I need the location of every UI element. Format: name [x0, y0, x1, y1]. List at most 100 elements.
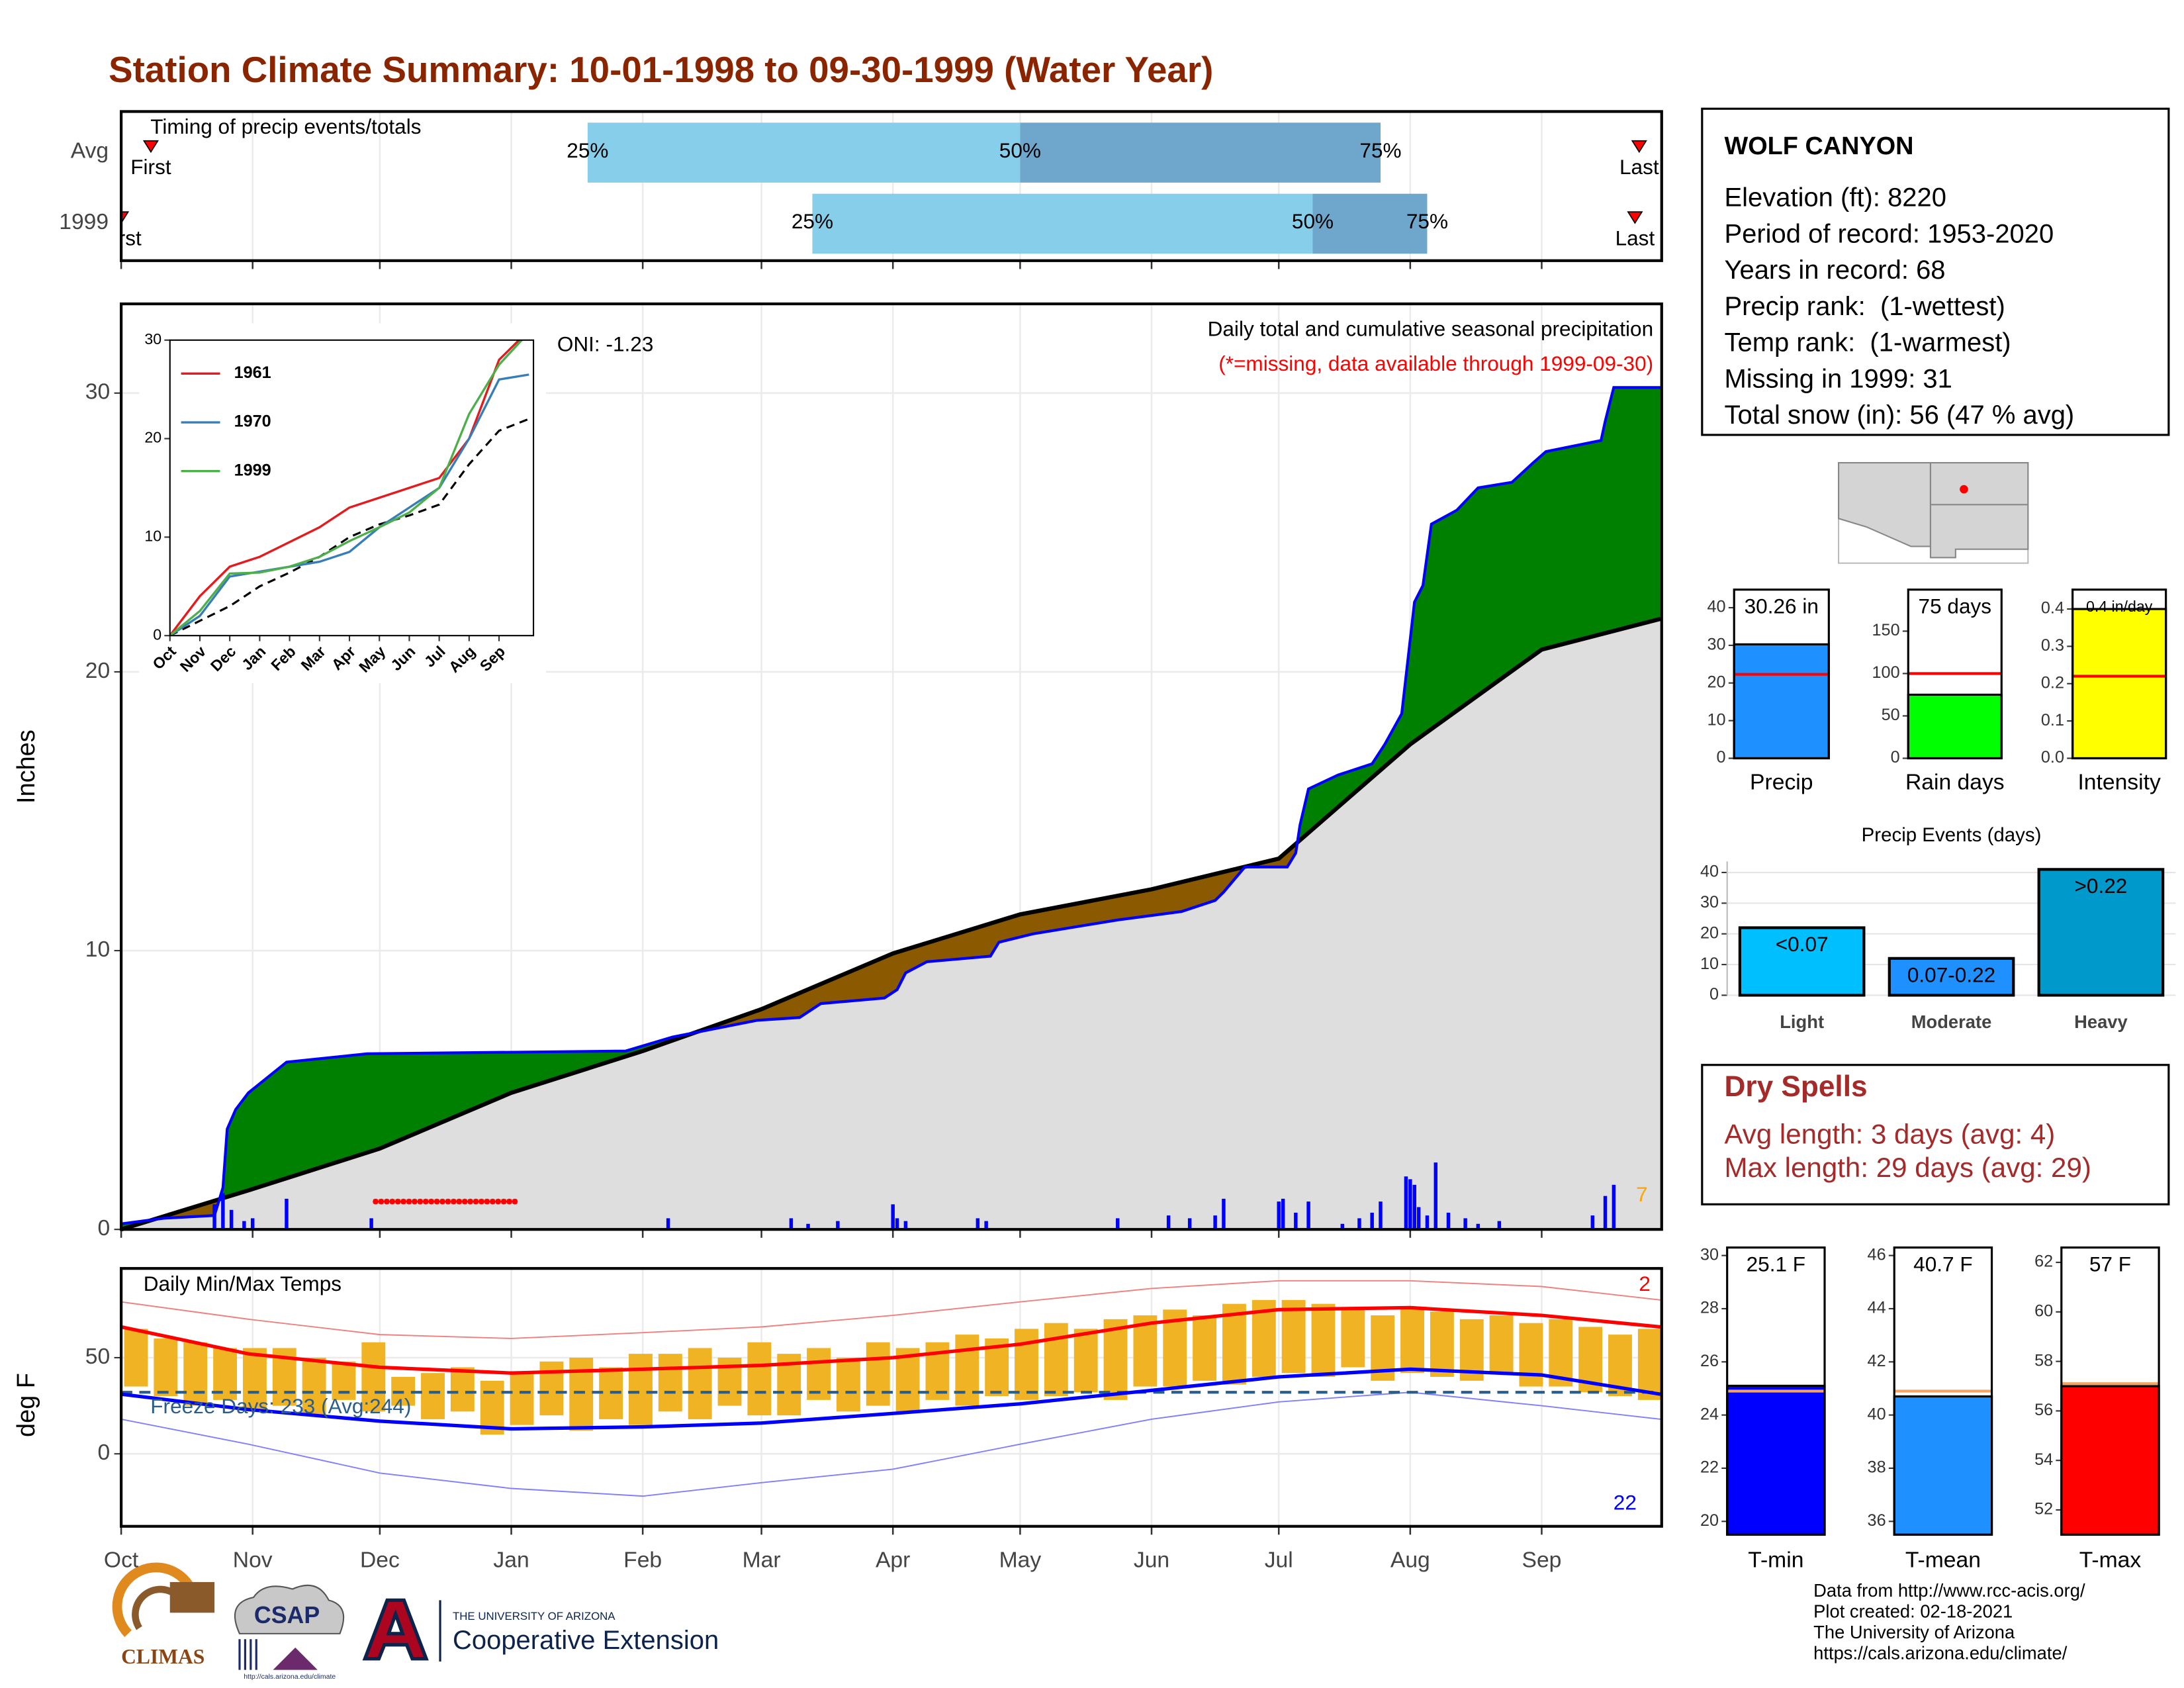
y-tick-label: 30 [144, 330, 161, 348]
y-tick-label: 0 [98, 1440, 111, 1465]
bar [1888, 957, 2015, 997]
gauge-bar [1726, 1384, 1826, 1536]
daily-bar [1603, 1196, 1608, 1230]
quartile-label: 50% [1292, 209, 1334, 233]
inset-frame [169, 339, 535, 637]
panel-frame [1733, 588, 1830, 760]
station-name: WOLF CANYON [1724, 132, 1913, 160]
y-tick-label: 38 [1868, 1458, 1886, 1477]
daily-bar [369, 1218, 373, 1230]
x-tick-label: Oct [104, 1548, 139, 1572]
avg-max-line [120, 1305, 1661, 1375]
y-tick-label: 0 [1709, 985, 1719, 1004]
gauge-bar [1733, 643, 1830, 760]
value-label: 75 days [1919, 594, 1992, 618]
freeze-annotation: Freeze Days: 233 (Avg:244) [150, 1394, 411, 1418]
y-tick-label: 30 [1707, 635, 1726, 654]
temp-range-bar [124, 1329, 148, 1387]
info-line: Missing in 1999: 31 [1724, 364, 1952, 393]
temp-range-bar [510, 1371, 534, 1425]
daily-bar [1357, 1218, 1361, 1230]
panel-title: Timing of precip events/totals [150, 115, 421, 138]
bar-label: <0.07 [1776, 932, 1829, 956]
quartile-label: 75% [1359, 138, 1401, 162]
csap-url: http://cals.arizona.edu/climate [244, 1673, 336, 1681]
daily-bar [1408, 1179, 1412, 1230]
avg-min-line [120, 1367, 1661, 1431]
x-tick-label: Feb [623, 1548, 662, 1572]
panel-frame [119, 1267, 1663, 1528]
daily-bar [242, 1221, 246, 1230]
bar-label: >0.22 [2074, 874, 2127, 898]
panel-frame [1893, 1246, 1993, 1536]
y-tick-label: 150 [1872, 621, 1900, 639]
gauge-bar [1893, 1395, 1993, 1536]
quartile-label: 75% [1406, 209, 1448, 233]
x-tick-label: Apr [876, 1548, 910, 1572]
average-line [169, 418, 529, 636]
x-tick-label: Jun [1134, 1548, 1169, 1572]
info-line: Total snow (in): 56 (47 % avg) [1724, 400, 2074, 430]
x-tick-label: Moderate [1911, 1011, 1992, 1032]
temp-range-bar [747, 1342, 772, 1416]
footer-logos: CLIMAS CSAP http://cals.arizona.edu/clim… [112, 1562, 719, 1681]
panel-subtitle: (*=missing, data available through 1999-… [1218, 352, 1653, 375]
temp-range-bar [1015, 1329, 1038, 1400]
info-line: Elevation (ft): 8220 [1724, 183, 1946, 212]
quartile-label: 25% [567, 138, 608, 162]
count-label: 7 [1636, 1182, 1648, 1206]
credit: Data from http://www.rcc-acis.org/ [1813, 1580, 2085, 1601]
record-max-line [120, 1280, 1661, 1339]
legend-label: 1999 [234, 461, 271, 479]
value-label: 30.26 in [1745, 594, 1819, 618]
event-marker [142, 140, 159, 154]
map-state [1929, 462, 2029, 559]
panel-frame [2060, 1246, 2160, 1536]
y-tick-label: 60 [2034, 1301, 2053, 1320]
series-line [169, 373, 529, 636]
y-tick-label: 36 [1868, 1511, 1886, 1530]
y-tick-label: 10 [1707, 710, 1726, 729]
early-half-bar [812, 193, 1313, 254]
daily-bar [836, 1221, 840, 1230]
info-line: Years in record: 68 [1724, 256, 1945, 285]
temp-range-bar [302, 1357, 326, 1416]
info-line: Precip rank: (1-wettest) [1724, 292, 2005, 321]
temp-range-bar [242, 1348, 267, 1412]
gauge-bar [2071, 608, 2167, 760]
temp-range-bar [569, 1357, 594, 1431]
event-label: Last [1615, 226, 1655, 250]
daily-bar [1612, 1184, 1616, 1230]
temp-range-bar [1637, 1329, 1662, 1400]
y-tick-label: 50 [1882, 706, 1900, 724]
missing-markers [373, 1198, 518, 1205]
x-tick-label: May [999, 1548, 1042, 1572]
gauge-label: Rain days [1905, 770, 2005, 794]
oni-annotation: ONI: -1.23 [557, 332, 654, 356]
temp-range-bar [1281, 1299, 1306, 1374]
temp-range-bar [1222, 1303, 1246, 1385]
temp-range-bar [629, 1354, 653, 1425]
y-tick-label: 10 [85, 937, 110, 962]
y-tick-label: 0 [98, 1216, 111, 1241]
daily-bar [1590, 1215, 1595, 1230]
x-tick-label: Aug [1390, 1548, 1430, 1572]
info-line: Period of record: 1953-2020 [1724, 219, 2054, 248]
daily-bar [1306, 1201, 1310, 1230]
y-tick-label: 22 [1700, 1458, 1719, 1477]
daily-bar [895, 1218, 899, 1230]
daily-bar [221, 1193, 225, 1230]
daily-bar [1379, 1201, 1383, 1230]
panel-frame [119, 302, 1663, 1231]
bar [2037, 868, 2165, 997]
dry-spells-line: Max length: 29 days (avg: 29) [1724, 1152, 2091, 1183]
temp-range-bar [1193, 1315, 1217, 1381]
daily-bar [250, 1218, 255, 1230]
info-box [1701, 107, 2170, 436]
csap-logo: CSAP [254, 1602, 320, 1628]
daily-bar [903, 1221, 908, 1230]
daily-bar [1370, 1212, 1374, 1230]
bar [1738, 926, 1866, 997]
temp-range-bar [183, 1342, 208, 1406]
daily-bar [1281, 1198, 1285, 1230]
